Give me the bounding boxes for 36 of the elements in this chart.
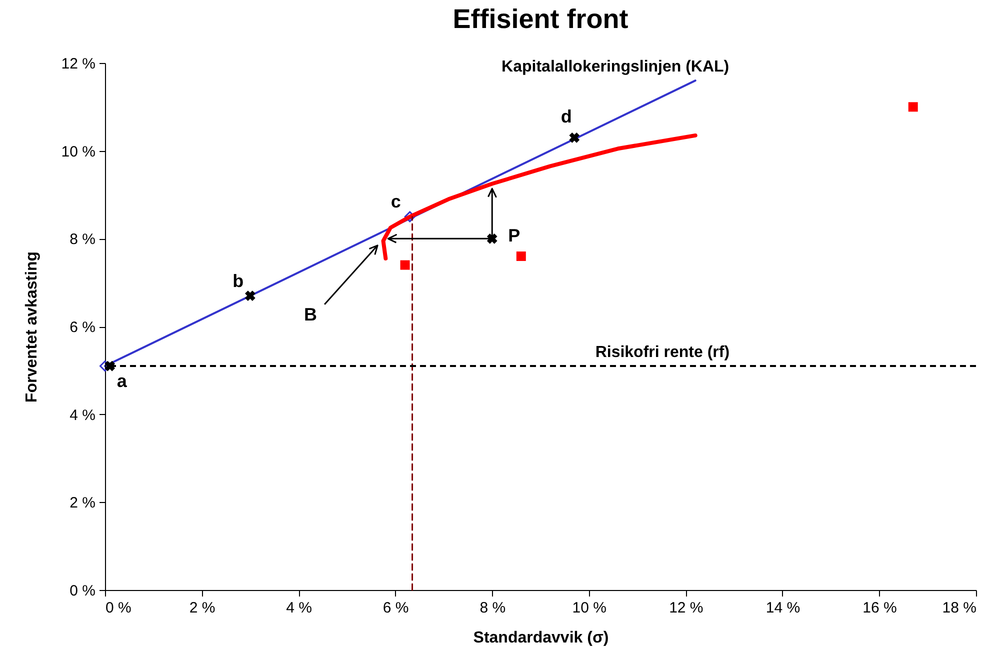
annotation: c <box>390 192 401 212</box>
x-tick-label: 10 % <box>572 600 606 616</box>
y-tick-label: 8 % <box>70 231 96 248</box>
annotation: a <box>116 371 128 392</box>
x-tick-label: 16 % <box>862 600 897 616</box>
y-tick-label: 4 % <box>70 406 96 424</box>
point <box>516 251 526 261</box>
x-tick-label: 18 % <box>942 600 976 616</box>
y-tick-label: 12 % <box>61 56 96 72</box>
y-axis-title: Forventet avkasting <box>23 251 40 403</box>
annotation: B <box>304 304 318 324</box>
x-tick-label: 6 % <box>382 600 409 616</box>
annotation: d <box>560 106 572 127</box>
x-tick-label: 2 % <box>189 600 216 616</box>
annotation: P <box>508 226 520 246</box>
y-tick-label: 6 % <box>70 319 96 336</box>
chart-title: Effisient front <box>452 4 628 34</box>
point <box>400 260 410 270</box>
point <box>104 360 116 372</box>
annotation: b <box>232 270 244 291</box>
ref-line-label: Risikofri rente (rf) <box>595 344 730 362</box>
x-tick-label: 12 % <box>669 600 704 616</box>
annotation: Kapitalallokeringslinjen (KAL) <box>502 58 730 76</box>
y-tick-label: 2 % <box>70 494 96 512</box>
point <box>569 132 580 143</box>
x-tick-label: 8 % <box>480 600 506 616</box>
line-series <box>381 133 698 260</box>
y-tick-label: 10 % <box>61 143 96 160</box>
y-tick-label: 0 % <box>70 582 96 600</box>
x-tick-label: 14 % <box>766 600 800 616</box>
x-axis-title: Standardavvik (σ) <box>473 630 609 646</box>
point <box>244 290 256 301</box>
point <box>404 211 416 222</box>
x-tick-label: 4 % <box>286 600 312 616</box>
x-tick-label: 0 % <box>106 600 132 616</box>
point <box>908 102 918 112</box>
